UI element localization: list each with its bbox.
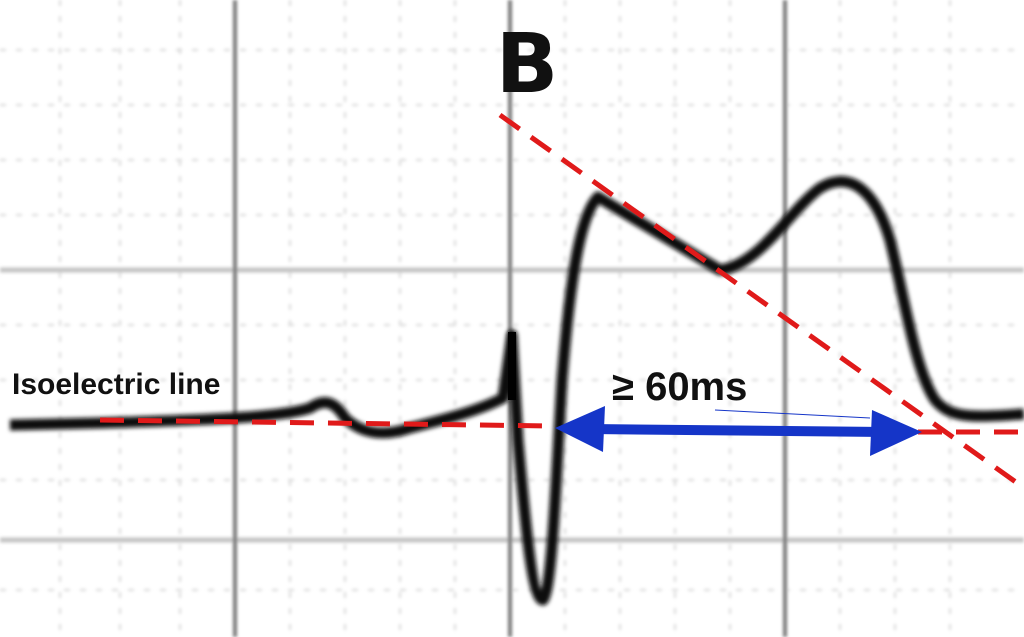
ecg-figure: B Isoelectric line ≥ 60ms — [0, 0, 1024, 637]
page: B Isoelectric line ≥ 60ms (() => { const… — [0, 0, 1024, 637]
panel-label: B — [496, 17, 559, 112]
duration-label: ≥ 60ms — [612, 365, 747, 409]
baseline-label: Isoelectric line — [12, 368, 220, 401]
